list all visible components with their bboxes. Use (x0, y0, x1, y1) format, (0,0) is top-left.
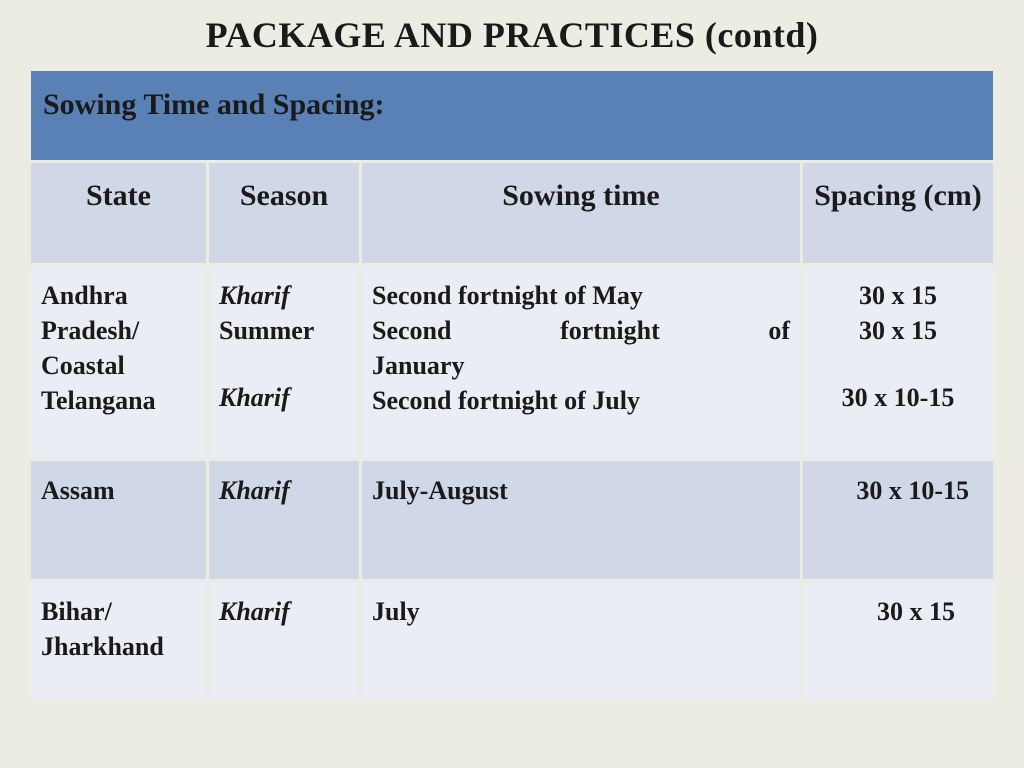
season-line: Summer (219, 313, 349, 348)
table-row: Andhra Pradesh/ Coastal Telangana Kharif… (31, 266, 993, 458)
spacer (813, 348, 983, 380)
cell-season: Kharif (209, 461, 359, 579)
cell-state: Andhra Pradesh/ Coastal Telangana (31, 266, 206, 458)
header-sowing: Sowing time (362, 163, 800, 263)
cell-sowing: July (362, 582, 800, 700)
header-state: State (31, 163, 206, 263)
cell-season: Kharif Summer Kharif (209, 266, 359, 458)
sowing-line: Second fortnight of (372, 313, 790, 348)
cell-spacing: 30 x 15 30 x 15 30 x 10-15 (803, 266, 993, 458)
header-season: Season (209, 163, 359, 263)
cell-spacing: 30 x 10-15 (803, 461, 993, 579)
table-banner: Sowing Time and Spacing: (31, 71, 993, 160)
cell-sowing: July-August (362, 461, 800, 579)
spacing-line: 30 x 10-15 (813, 380, 983, 415)
slide-title: PACKAGE AND PRACTICES (contd) (28, 14, 996, 56)
cell-spacing: 30 x 15 (803, 582, 993, 700)
cell-state: Bihar/ Jharkhand (31, 582, 206, 700)
sowing-line: January (372, 348, 790, 383)
cell-season: Kharif (209, 582, 359, 700)
sowing-line: Second fortnight of May (372, 278, 790, 313)
header-spacing: Spacing (cm) (803, 163, 993, 263)
table-header-row: State Season Sowing time Spacing (cm) (31, 163, 993, 263)
sowing-word: of (768, 313, 790, 348)
spacing-line: 30 x 15 (813, 313, 983, 348)
cell-sowing: Second fortnight of May Second fortnight… (362, 266, 800, 458)
sowing-line: Second fortnight of July (372, 383, 790, 418)
sowing-word: Second (372, 313, 451, 348)
sowing-word: fortnight (560, 313, 660, 348)
season-line: Kharif (219, 380, 349, 415)
table-row: Bihar/ Jharkhand Kharif July 30 x 15 (31, 582, 993, 700)
slide: PACKAGE AND PRACTICES (contd) Sowing Tim… (0, 0, 1024, 768)
sowing-table: Sowing Time and Spacing: State Season So… (28, 68, 996, 703)
table-row: Assam Kharif July-August 30 x 10-15 (31, 461, 993, 579)
spacing-line: 30 x 15 (813, 278, 983, 313)
cell-state: Assam (31, 461, 206, 579)
table-banner-row: Sowing Time and Spacing: (31, 71, 993, 160)
season-line: Kharif (219, 278, 349, 313)
spacer (219, 348, 349, 380)
